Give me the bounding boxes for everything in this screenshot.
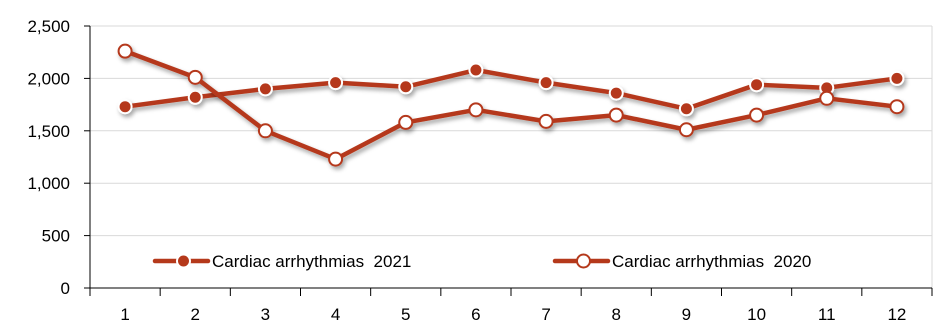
data-point — [678, 101, 694, 117]
x-tick-label: 12 — [887, 305, 906, 324]
legend-marker — [176, 253, 191, 269]
data-point — [328, 151, 344, 167]
data-point — [257, 123, 273, 139]
series-line — [122, 67, 900, 112]
y-tick-label: 0 — [61, 279, 70, 298]
data-point — [749, 77, 765, 93]
y-tick-label: 2,000 — [27, 69, 70, 88]
data-point — [538, 113, 554, 129]
y-tick-label: 1,500 — [27, 122, 70, 141]
data-point — [468, 62, 484, 78]
data-point — [117, 43, 133, 59]
legend-item: Cardiac arrhythmias 2020 — [552, 252, 811, 271]
series — [117, 43, 905, 167]
data-point — [398, 114, 414, 130]
data-point — [819, 90, 835, 106]
legend-marker — [576, 253, 591, 269]
x-tick-label: 7 — [541, 305, 550, 324]
x-tick-label: 11 — [818, 305, 836, 324]
x-tick-label: 6 — [471, 305, 480, 324]
gridlines — [90, 25, 933, 288]
data-point — [257, 81, 273, 97]
data-point — [398, 79, 414, 95]
legend-label: Cardiac arrhythmias 2021 — [212, 252, 411, 271]
x-tick-label: 5 — [401, 305, 410, 324]
data-point — [678, 122, 694, 138]
series-2020 — [117, 43, 905, 167]
x-tick-label: 10 — [747, 305, 766, 324]
y-tick-label: 2,500 — [27, 17, 70, 36]
data-point — [187, 69, 203, 85]
data-point — [889, 99, 905, 115]
legend-label: Cardiac arrhythmias 2020 — [612, 252, 811, 271]
data-point — [749, 107, 765, 123]
data-point — [608, 107, 624, 123]
data-point — [608, 85, 624, 101]
x-tick-label: 1 — [120, 305, 129, 324]
x-tick-label: 3 — [261, 305, 270, 324]
data-point — [889, 70, 905, 86]
x-tick-label: 4 — [331, 305, 340, 324]
x-tick-label: 9 — [682, 305, 691, 324]
y-tick-label: 1,000 — [27, 174, 70, 193]
x-tick-label: 8 — [612, 305, 621, 324]
legend: Cardiac arrhythmias 2021 Cardiac arrhythm… — [152, 252, 811, 271]
series-2021 — [117, 62, 905, 117]
data-point — [117, 99, 133, 115]
legend-item: Cardiac arrhythmias 2021 — [152, 252, 411, 271]
x-tick-label: 2 — [191, 305, 200, 324]
y-tick-label: 500 — [42, 227, 70, 246]
data-point — [328, 75, 344, 91]
data-point — [538, 75, 554, 91]
data-point — [187, 89, 203, 105]
data-point — [468, 102, 484, 118]
series-line — [122, 48, 900, 162]
